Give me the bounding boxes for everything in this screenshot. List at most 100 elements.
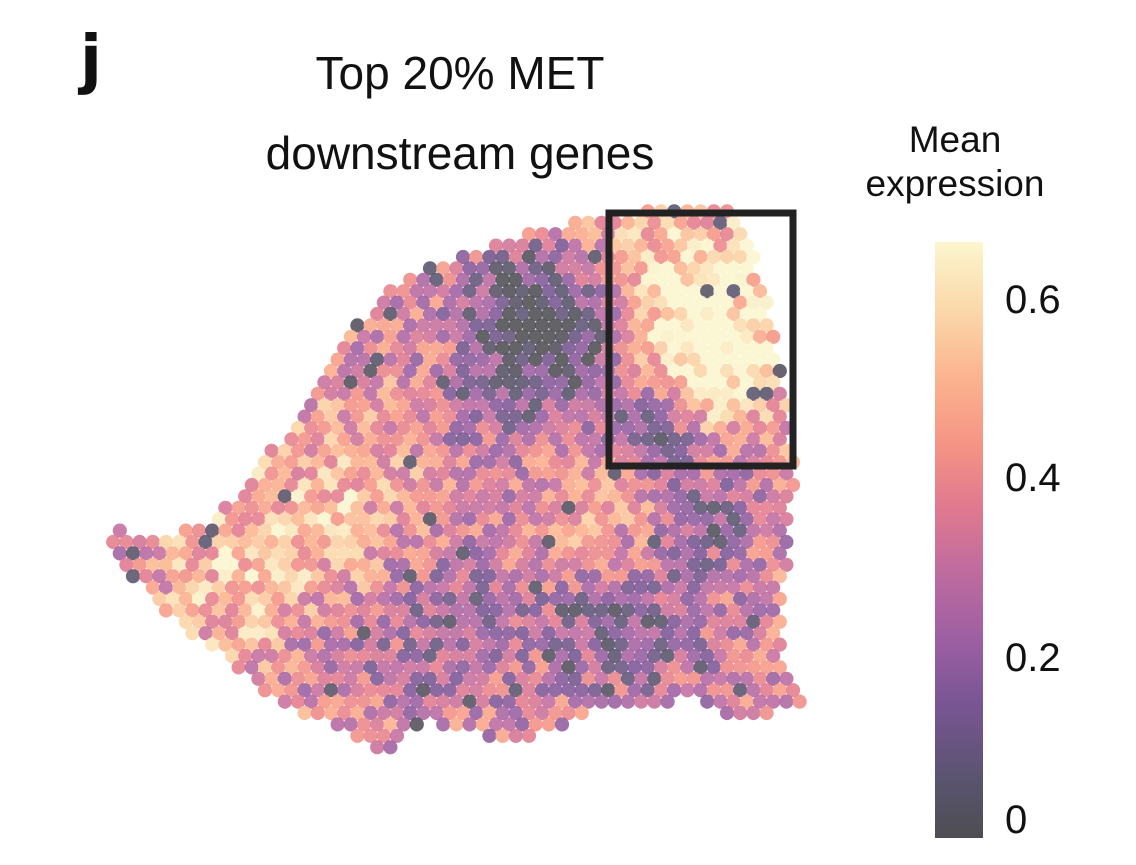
spot — [647, 534, 662, 550]
spot — [218, 637, 233, 652]
spot — [667, 341, 682, 356]
spot — [561, 705, 576, 721]
spot — [521, 591, 537, 607]
spot — [251, 648, 266, 664]
spot — [251, 466, 266, 481]
spot — [647, 580, 662, 595]
spot — [238, 580, 253, 595]
spot — [455, 660, 471, 675]
spot — [515, 284, 530, 299]
spot — [383, 603, 398, 618]
spot — [746, 500, 761, 515]
spot — [502, 671, 517, 686]
spot — [429, 409, 444, 424]
spot — [350, 683, 365, 698]
spot — [191, 569, 207, 584]
spot — [310, 409, 325, 424]
spot — [660, 489, 675, 504]
spot — [726, 329, 741, 344]
spot — [581, 626, 596, 641]
spot — [290, 557, 306, 572]
spot — [686, 489, 702, 504]
spot — [376, 614, 391, 629]
spot — [389, 432, 405, 447]
spot — [719, 614, 735, 629]
spot — [376, 386, 391, 401]
spot — [403, 432, 418, 447]
spot — [310, 477, 325, 493]
spot — [436, 466, 451, 481]
spot — [733, 683, 748, 698]
spot — [568, 694, 583, 709]
spot — [488, 603, 504, 618]
spot — [389, 295, 405, 310]
spot — [416, 295, 431, 310]
spot — [548, 432, 563, 447]
spot — [686, 512, 702, 527]
spot — [495, 637, 510, 652]
spot — [422, 489, 438, 504]
spot — [653, 546, 669, 561]
spot — [198, 557, 213, 572]
spot — [244, 569, 259, 584]
spot — [779, 489, 794, 504]
spot — [442, 455, 457, 470]
spot — [673, 284, 688, 299]
spot — [363, 546, 378, 561]
spot — [271, 591, 286, 607]
spot — [772, 614, 787, 629]
spot — [673, 261, 688, 276]
spot — [271, 500, 286, 515]
spot — [785, 477, 801, 493]
spot — [264, 443, 279, 458]
spot — [772, 432, 787, 447]
spot — [449, 443, 464, 458]
spot — [290, 648, 306, 664]
spot — [660, 443, 675, 458]
spot — [634, 557, 649, 572]
spot — [515, 443, 530, 458]
spot — [455, 683, 471, 698]
spot — [620, 284, 636, 299]
spot — [323, 386, 339, 401]
spot — [251, 626, 266, 641]
spot — [614, 660, 629, 675]
spot — [310, 500, 325, 515]
spot — [528, 626, 543, 641]
spot — [561, 386, 576, 401]
spot — [469, 249, 484, 265]
spot — [422, 580, 438, 595]
spot — [224, 603, 240, 618]
spot — [739, 626, 754, 641]
spot — [515, 580, 530, 595]
spot — [627, 249, 642, 265]
spot — [693, 546, 708, 561]
spot — [568, 238, 583, 253]
spot — [640, 227, 655, 242]
spot — [449, 398, 464, 413]
spot — [574, 500, 589, 515]
spot — [469, 341, 484, 356]
spot — [343, 580, 358, 595]
spot — [548, 295, 563, 310]
spot — [739, 671, 754, 686]
spot — [568, 557, 583, 572]
spot — [719, 272, 735, 287]
spot — [574, 227, 589, 242]
spot — [686, 398, 702, 413]
spot — [429, 272, 444, 287]
spot — [370, 671, 385, 686]
spot — [541, 284, 556, 299]
spot — [310, 455, 325, 470]
spot — [713, 603, 728, 618]
spot — [700, 375, 715, 390]
spot — [653, 363, 669, 379]
spot — [620, 648, 636, 664]
spot — [554, 398, 570, 413]
spot — [574, 591, 589, 607]
spot — [541, 557, 556, 572]
spot — [739, 443, 754, 458]
spot — [713, 284, 728, 299]
spot — [680, 569, 695, 584]
spot — [350, 614, 365, 629]
